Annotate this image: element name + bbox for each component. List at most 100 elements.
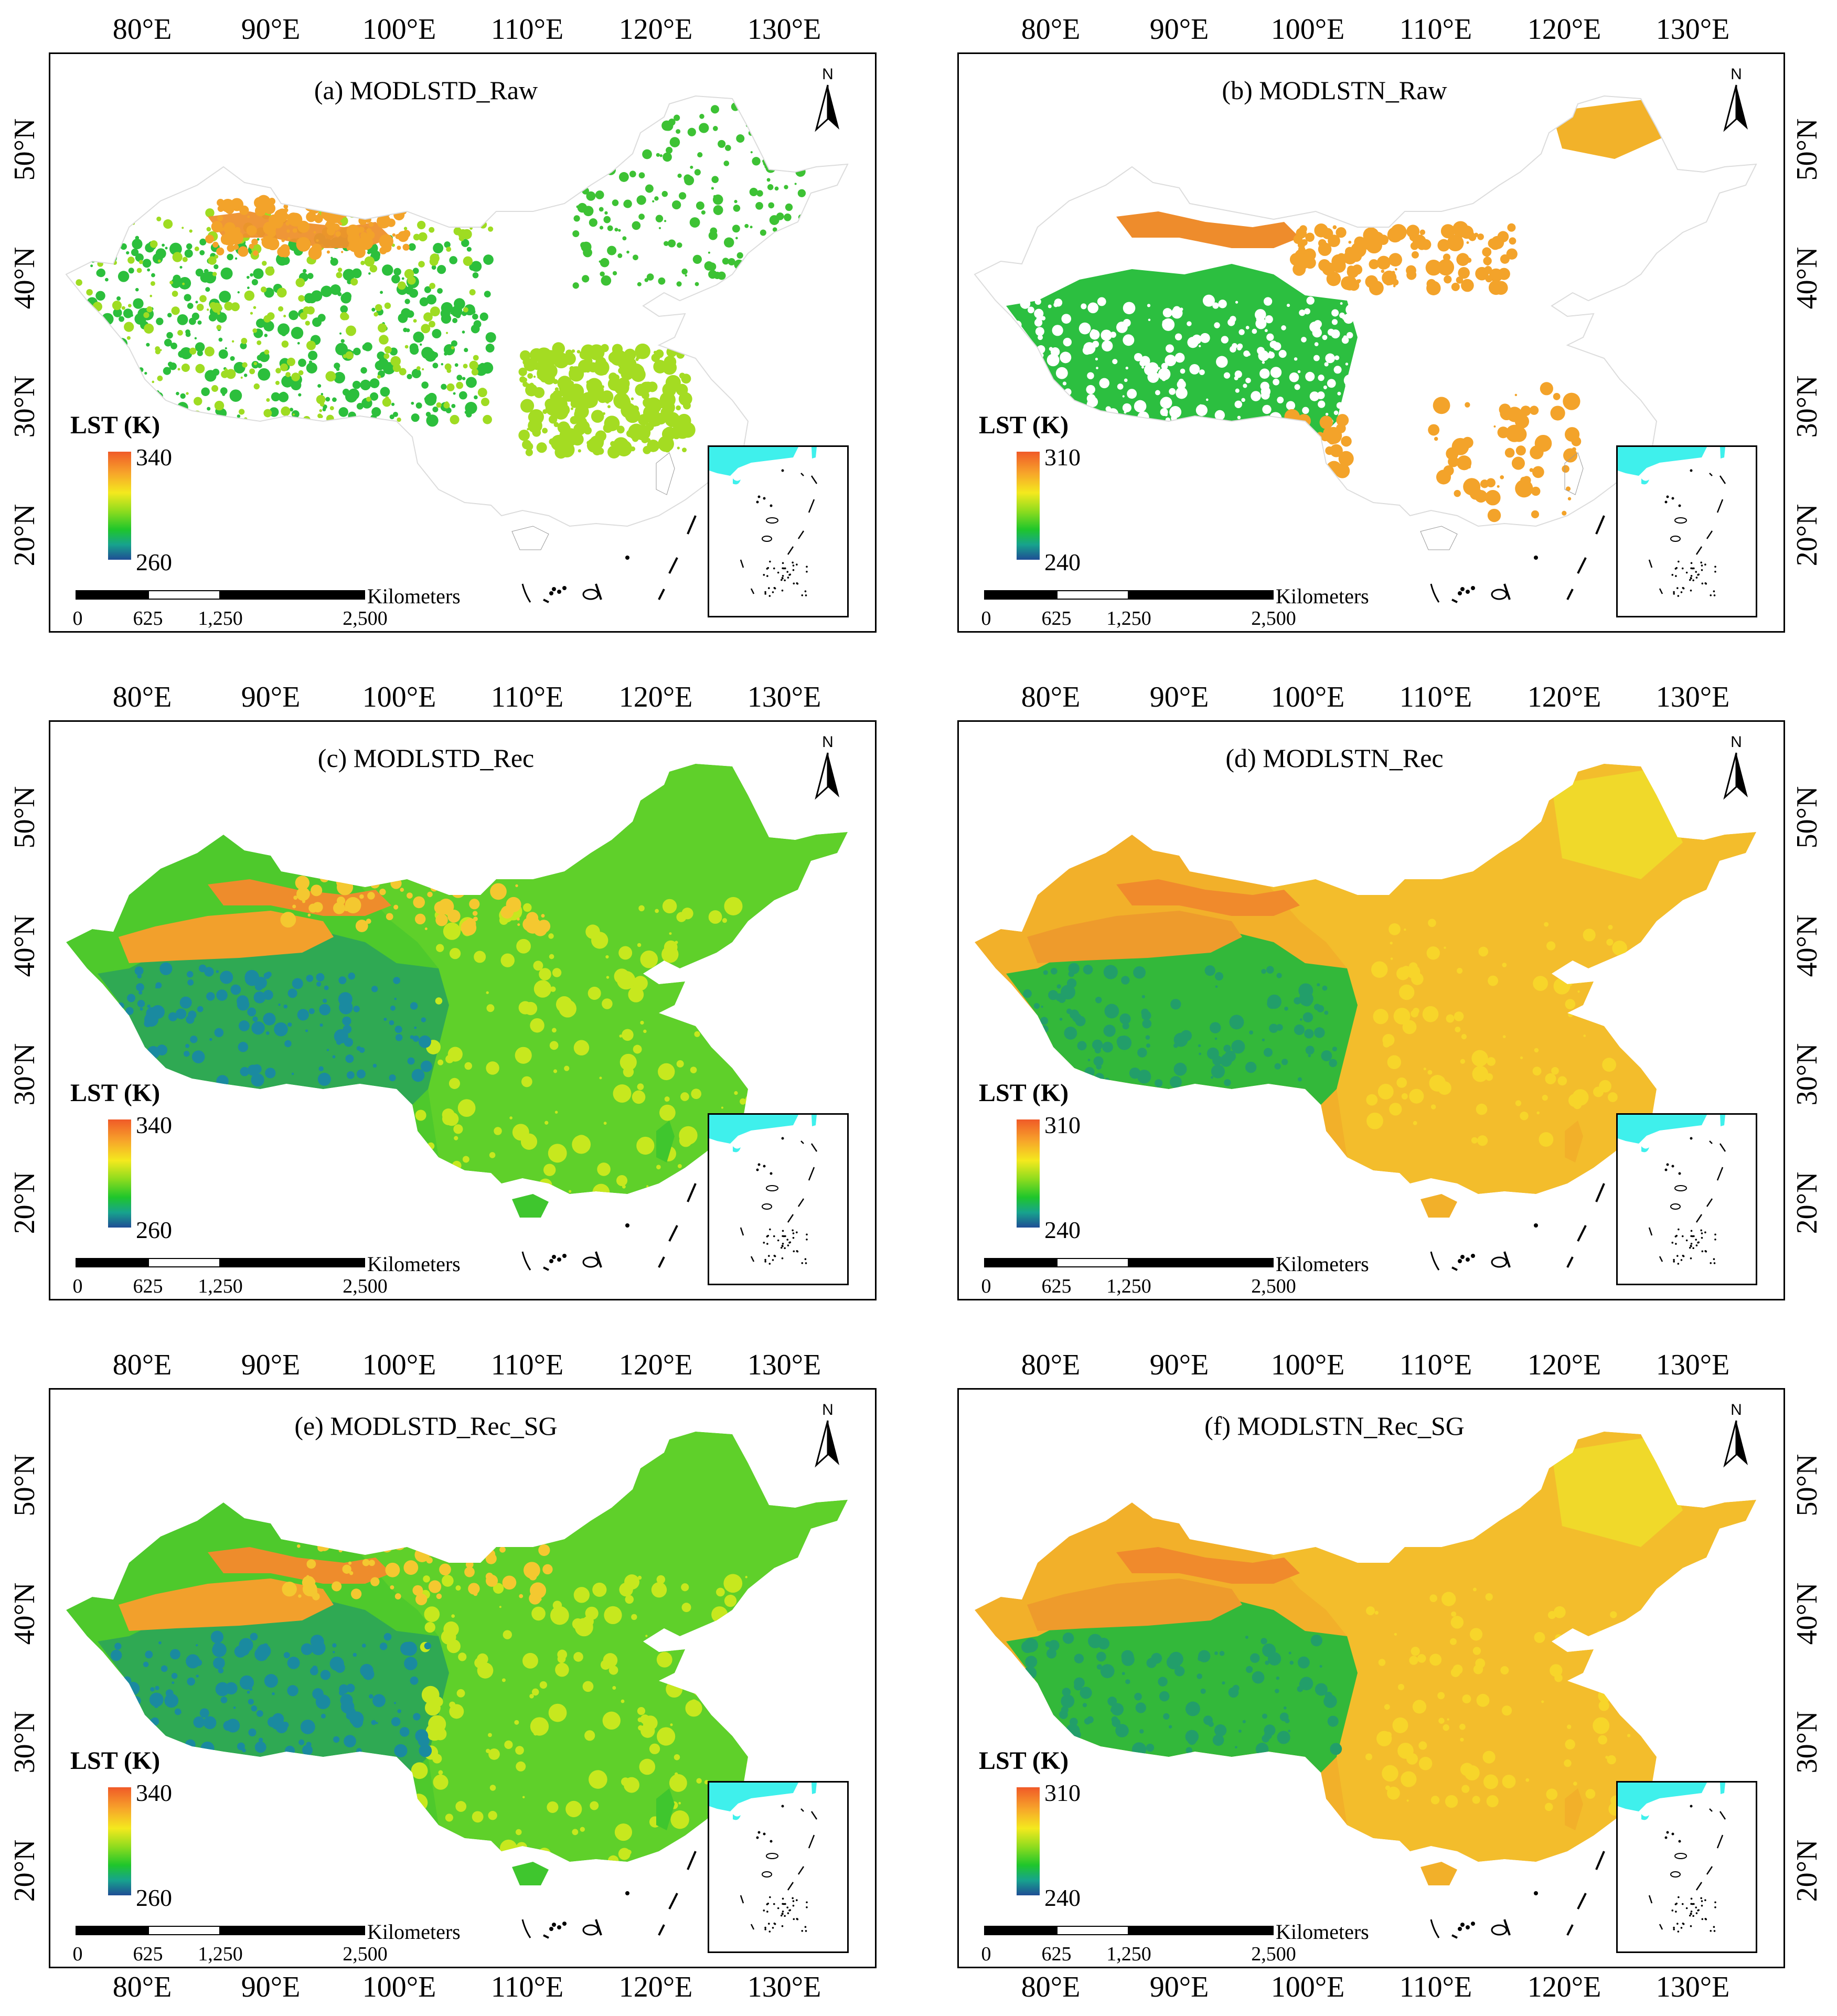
lst-pixel-cluster bbox=[429, 283, 435, 289]
lst-pixel-cluster bbox=[1333, 410, 1339, 415]
lst-pixel-cluster bbox=[745, 1576, 747, 1578]
lst-pixel-cluster bbox=[1567, 433, 1575, 441]
inset-island-dot bbox=[1673, 593, 1675, 595]
lst-pixel-cluster bbox=[239, 1645, 250, 1656]
lst-pixel-cluster bbox=[559, 380, 574, 395]
lst-pixel-cluster bbox=[302, 1745, 313, 1756]
inset-island-dot bbox=[796, 1918, 798, 1920]
lst-pixel-cluster bbox=[490, 883, 507, 900]
lst-pixel-cluster bbox=[1567, 1012, 1573, 1017]
lst-pixel-cluster bbox=[656, 153, 660, 157]
lst-pixel-cluster bbox=[341, 251, 344, 253]
lst-pixel-cluster bbox=[423, 1575, 430, 1583]
lst-pixel-cluster bbox=[669, 137, 680, 147]
lst-pixel-cluster bbox=[276, 287, 287, 298]
inset-island-dot bbox=[801, 594, 804, 596]
lst-pixel-cluster bbox=[409, 1794, 428, 1812]
inset-island-dot bbox=[1695, 571, 1697, 573]
inset-island-dot bbox=[756, 500, 759, 504]
lat-label-right: 30°N bbox=[1791, 1711, 1823, 1774]
lst-pixel-cluster bbox=[490, 1521, 507, 1538]
lst-pixel-cluster bbox=[687, 127, 696, 136]
lst-pixel-cluster bbox=[1036, 1707, 1043, 1714]
lst-pixel-cluster bbox=[109, 1020, 118, 1029]
lst-pixel-cluster bbox=[664, 241, 669, 247]
lst-pixel-cluster bbox=[1242, 1720, 1246, 1723]
lst-pixel-cluster bbox=[1426, 281, 1441, 295]
lst-pixel-cluster bbox=[542, 428, 548, 434]
inset-island-dot bbox=[772, 591, 774, 593]
lst-pixel-cluster bbox=[624, 142, 631, 148]
lst-pixel-cluster bbox=[1346, 332, 1353, 339]
lst-pixel-cluster bbox=[564, 1065, 570, 1071]
lst-pixel-cluster bbox=[676, 281, 682, 287]
inset-dash-line bbox=[1695, 546, 1703, 555]
lst-pixel-cluster bbox=[1451, 1611, 1457, 1617]
inset-sea bbox=[1641, 478, 1649, 485]
lst-pixel-cluster bbox=[1345, 382, 1351, 388]
lst-pixel-cluster bbox=[1267, 351, 1275, 359]
lst-pixel-cluster bbox=[1472, 1796, 1480, 1804]
lst-pixel-cluster bbox=[619, 1034, 623, 1038]
north-arrow-icon bbox=[1723, 84, 1748, 132]
lst-pixel-cluster bbox=[516, 938, 531, 954]
lst-pixel-cluster bbox=[529, 1694, 534, 1699]
lst-pixel-cluster bbox=[1274, 345, 1279, 349]
lst-pixel-cluster bbox=[423, 1042, 428, 1047]
lst-pixel-cluster bbox=[171, 1672, 178, 1679]
lst-pixel-cluster bbox=[582, 1681, 594, 1692]
lst-pixel-cluster bbox=[794, 116, 798, 121]
lst-pixel-cluster bbox=[465, 401, 477, 414]
lst-pixel-cluster bbox=[1322, 262, 1336, 276]
lst-pixel-cluster bbox=[542, 372, 552, 382]
island-dot bbox=[562, 1922, 567, 1926]
lst-pixel-cluster bbox=[287, 1657, 300, 1669]
lst-pixel-cluster bbox=[692, 1683, 706, 1696]
island-dot bbox=[1534, 1891, 1538, 1895]
lst-pixel-cluster bbox=[1406, 225, 1420, 238]
lon-label-top: 110°E bbox=[490, 681, 564, 713]
lst-pixel-cluster bbox=[1110, 1703, 1124, 1716]
lst-pixel-cluster bbox=[468, 1583, 480, 1595]
lst-pixel-cluster bbox=[530, 1582, 547, 1599]
lst-pixel-cluster bbox=[692, 254, 702, 264]
lst-pixel-cluster bbox=[1185, 1747, 1192, 1754]
lst-pixel-cluster bbox=[1160, 397, 1172, 409]
lst-pixel-cluster bbox=[287, 237, 291, 240]
nine-dash-line bbox=[668, 557, 678, 574]
lst-pixel-cluster bbox=[710, 227, 718, 235]
lst-pixel-cluster bbox=[92, 302, 102, 312]
inset-island-dot bbox=[777, 1239, 779, 1242]
inset-island-dot bbox=[1714, 1906, 1716, 1908]
lst-pixel-cluster bbox=[1223, 372, 1231, 379]
lst-pixel-cluster bbox=[1564, 967, 1575, 979]
lst-pixel-cluster bbox=[1525, 1778, 1530, 1782]
lst-pixel-cluster bbox=[443, 882, 446, 886]
lst-pixel-cluster bbox=[332, 1643, 337, 1648]
lst-pixel-cluster bbox=[342, 388, 350, 396]
lst-pixel-cluster bbox=[572, 366, 577, 371]
lst-pixel-cluster bbox=[218, 1668, 224, 1673]
lst-pixel-cluster bbox=[417, 220, 426, 230]
lst-pixel-cluster bbox=[624, 1782, 632, 1790]
lst-pixel-cluster bbox=[1497, 485, 1500, 488]
lst-pixel-cluster bbox=[352, 380, 361, 389]
lst-pixel-cluster bbox=[1447, 234, 1464, 252]
lst-pixel-cluster bbox=[1050, 347, 1060, 357]
taiwan-island bbox=[656, 1121, 675, 1162]
lst-pixel-cluster bbox=[311, 884, 323, 897]
lst-pixel-cluster bbox=[340, 1700, 355, 1714]
lst-pixel-cluster bbox=[247, 275, 250, 279]
inset-island-dot bbox=[763, 497, 766, 500]
lst-pixel-cluster bbox=[120, 400, 125, 404]
scale-segment bbox=[1129, 1258, 1274, 1267]
lst-pixel-cluster bbox=[1461, 1785, 1470, 1793]
lst-pixel-cluster bbox=[570, 416, 579, 424]
lst-pixel-cluster bbox=[1514, 414, 1530, 429]
inset-island-dot bbox=[1713, 1926, 1715, 1928]
lst-pixel-cluster bbox=[581, 179, 585, 184]
lst-pixel-cluster bbox=[1121, 976, 1130, 985]
lst-pixel-cluster bbox=[1458, 266, 1470, 279]
lst-pixel-cluster bbox=[317, 1072, 331, 1086]
lst-pixel-cluster bbox=[253, 383, 260, 390]
